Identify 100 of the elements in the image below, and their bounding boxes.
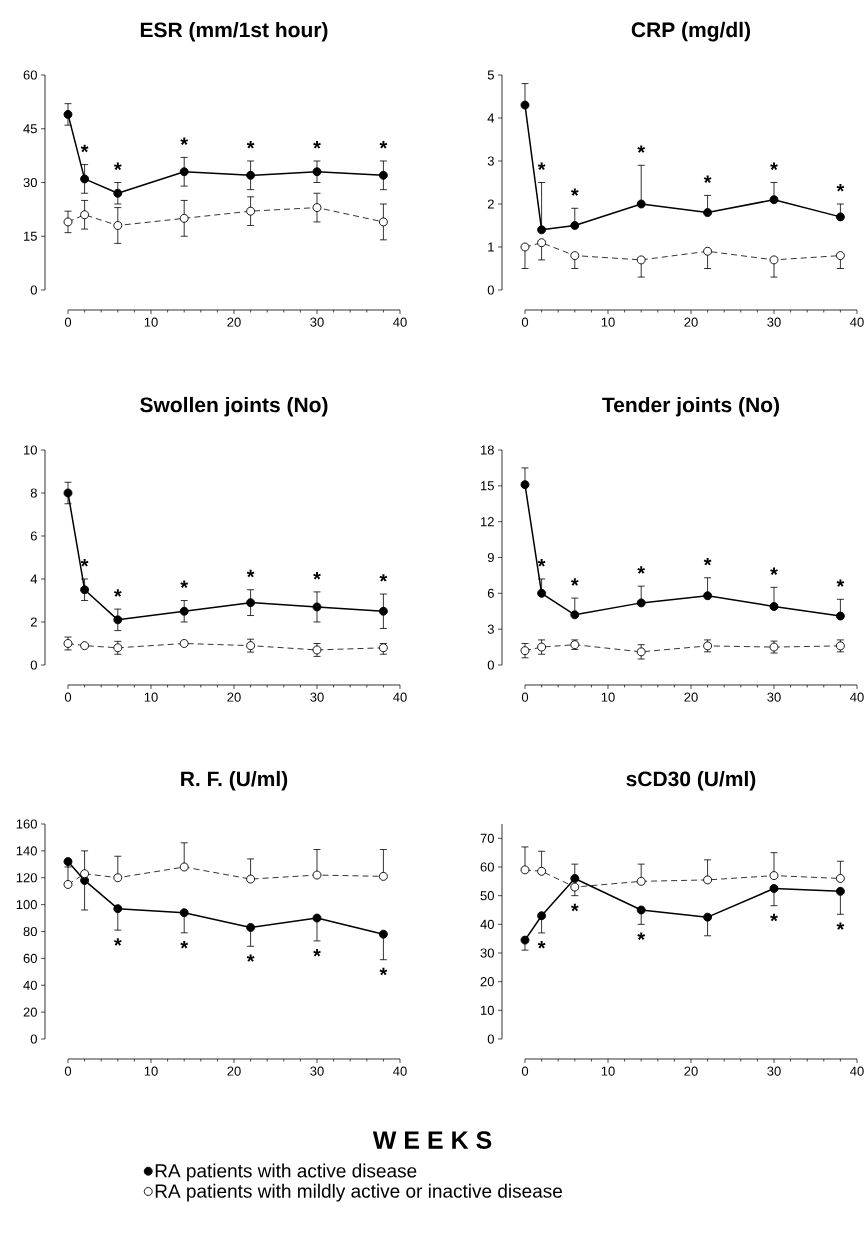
point [537, 911, 547, 921]
annotation: * [770, 913, 778, 922]
point [636, 199, 646, 209]
point [179, 213, 189, 223]
point [63, 639, 73, 648]
y-tick-label: 6 [487, 588, 494, 598]
point [80, 641, 90, 651]
x-tick-label: 40 [393, 317, 407, 327]
y-tick-label: 140 [16, 846, 37, 856]
annotation: * [537, 941, 546, 949]
point [179, 606, 189, 616]
point [113, 873, 123, 883]
point [246, 170, 256, 180]
y-tick-label: 2 [487, 199, 494, 209]
annotation: * [637, 932, 646, 940]
x-tick-label: 10 [601, 317, 615, 327]
annotation: * [313, 949, 321, 957]
point [835, 251, 845, 261]
point [63, 880, 73, 889]
point [312, 167, 322, 177]
x-tick-label: 30 [767, 1066, 781, 1076]
annotation: * [570, 903, 579, 912]
y-tick-label: 40 [23, 980, 37, 990]
y-tick-label: 30 [480, 948, 494, 958]
x-tick-label: 0 [64, 1066, 72, 1076]
x-tick-label: 0 [521, 692, 529, 702]
annotation: * [113, 589, 122, 597]
y-tick-label: 0 [30, 1034, 37, 1044]
point [835, 611, 845, 621]
legend-label: RA patients with mildly active or inactive disease [155, 1183, 562, 1202]
y-tick-label: 60 [23, 70, 37, 80]
point [378, 217, 388, 227]
point [312, 870, 322, 880]
annotation: * [313, 141, 321, 149]
x-axis-title: W E E K S [372, 1131, 492, 1149]
y-tick-label: 3 [487, 624, 494, 634]
point [179, 908, 189, 918]
annotation: * [379, 141, 388, 149]
annotation: * [180, 940, 189, 949]
annotation: * [180, 580, 189, 589]
y-tick-label: 2 [30, 617, 37, 627]
point [537, 642, 547, 652]
annotation: * [637, 145, 646, 153]
y-tick-label: 5 [487, 70, 494, 80]
annotation: * [246, 569, 255, 578]
annotation: * [570, 188, 579, 196]
chart-title: Swollen joints (No) [140, 396, 328, 417]
x-tick-label: 10 [601, 1066, 615, 1076]
point [537, 238, 547, 248]
y-tick-label: 4 [30, 574, 38, 584]
point [80, 869, 90, 879]
point [246, 874, 256, 884]
point [113, 188, 123, 198]
x-tick-label: 0 [64, 317, 72, 327]
y-tick-label: 100 [16, 900, 37, 910]
x-tick-label: 10 [144, 1066, 158, 1076]
annotation: * [770, 567, 778, 575]
point [520, 480, 530, 490]
y-tick-label: 0 [487, 1034, 494, 1044]
x-tick-label: 30 [310, 1066, 324, 1076]
point [570, 221, 580, 230]
x-tick-label: 20 [684, 692, 698, 702]
chart-title: CRP (mg/dl) [631, 21, 751, 42]
chart-title: ESR (mm/1st hour) [140, 21, 328, 42]
point [179, 167, 189, 177]
point [570, 610, 580, 620]
annotation: * [80, 559, 89, 567]
y-tick-label: 0 [30, 285, 37, 295]
legend-label: RA patients with active disease [155, 1163, 417, 1182]
point [246, 598, 256, 608]
annotation: * [836, 579, 845, 587]
x-tick-label: 0 [64, 692, 72, 702]
x-tick-label: 30 [767, 692, 781, 702]
y-tick-label: 0 [487, 660, 494, 670]
x-tick-label: 10 [144, 317, 158, 327]
point [520, 865, 530, 875]
y-tick-label: 9 [487, 552, 494, 563]
point [520, 646, 530, 656]
point [378, 871, 388, 881]
point [520, 100, 530, 110]
point [636, 905, 646, 915]
annotation: * [836, 184, 845, 192]
point [769, 884, 779, 893]
point [63, 109, 73, 119]
y-tick-label: 120 [16, 873, 37, 883]
x-tick-label: 10 [144, 692, 158, 702]
point [636, 647, 646, 657]
point [835, 212, 845, 222]
x-tick-label: 20 [227, 1066, 241, 1076]
y-tick-label: 12 [480, 517, 494, 527]
y-tick-label: 45 [23, 124, 37, 134]
y-tick-label: 3 [487, 156, 494, 166]
y-tick-label: 0 [30, 660, 37, 670]
point [537, 866, 547, 876]
y-tick-label: 15 [480, 481, 494, 491]
point [835, 874, 845, 883]
point [179, 862, 189, 872]
point [636, 876, 646, 886]
annotation: * [570, 578, 579, 586]
y-tick-label: 4 [487, 113, 495, 123]
